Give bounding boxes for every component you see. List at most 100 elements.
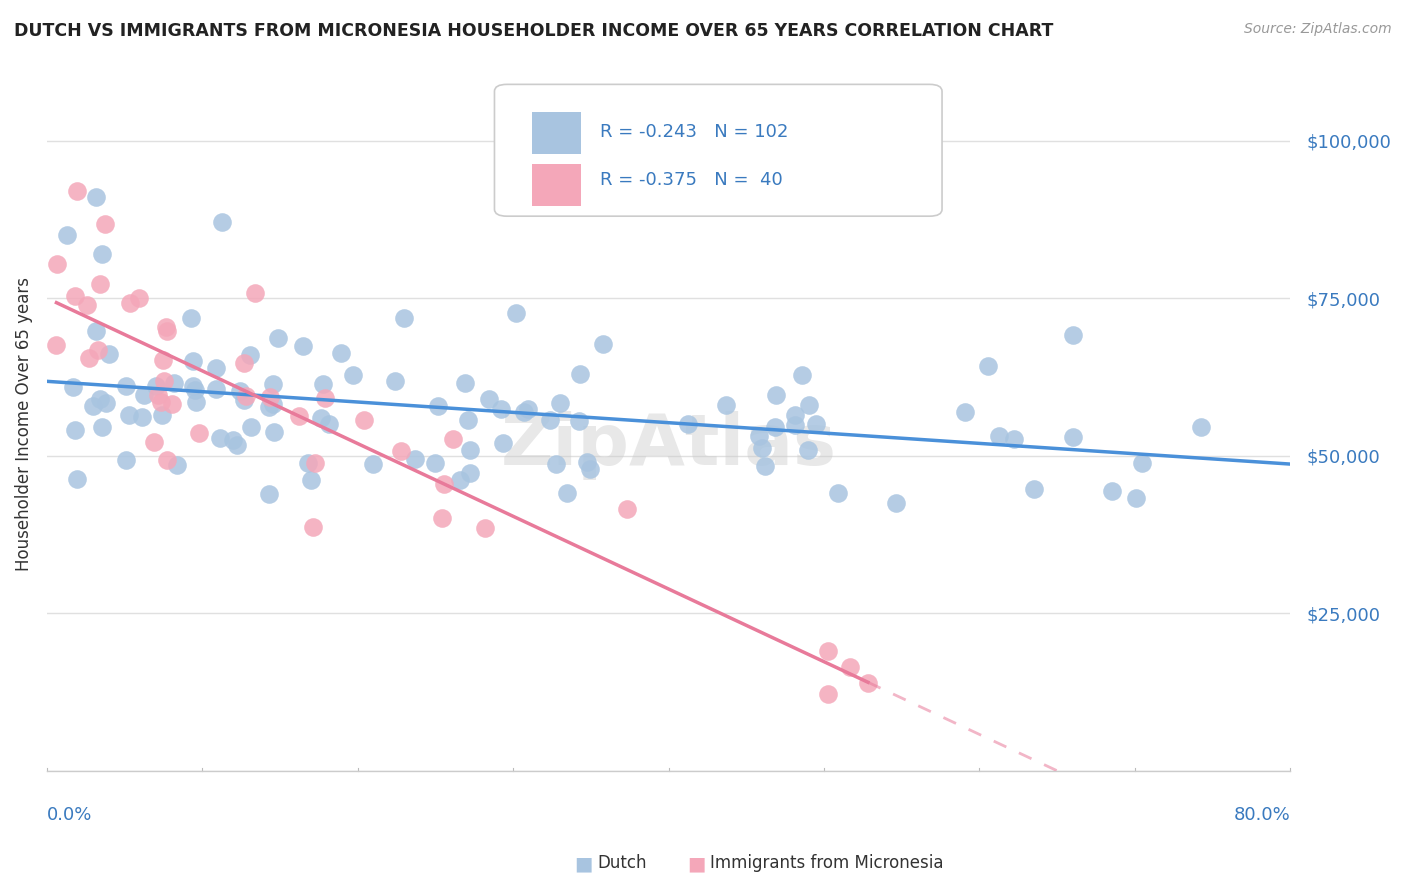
Point [183, 384, 205, 398]
Point [765, 387, 787, 401]
Point [342, 368, 364, 383]
Point [592, 337, 614, 351]
Point [148, 388, 170, 402]
Point [181, 354, 204, 368]
Point [1022, 482, 1045, 496]
Text: 80.0%: 80.0% [1233, 805, 1291, 824]
Point [46, 257, 69, 271]
Point [131, 410, 153, 425]
Point [166, 458, 188, 473]
Point [115, 453, 138, 467]
Point [790, 368, 813, 382]
Point [856, 676, 879, 690]
Y-axis label: Householder Income Over 65 years: Householder Income Over 65 years [15, 277, 32, 571]
Point [204, 361, 226, 376]
Text: Immigrants from Micronesia: Immigrants from Micronesia [710, 855, 943, 872]
Point [128, 291, 150, 305]
Point [1125, 491, 1147, 506]
Point [474, 521, 496, 535]
Point [77, 351, 100, 365]
Bar [531, 164, 582, 206]
Point [152, 353, 174, 368]
Point [441, 432, 464, 446]
Point [751, 441, 773, 455]
Point [513, 405, 536, 419]
Point [578, 462, 600, 476]
Point [389, 444, 412, 458]
Text: ■: ■ [574, 854, 593, 873]
Point [94, 396, 117, 410]
Point [799, 398, 821, 412]
Point [714, 398, 737, 412]
Text: Dutch: Dutch [598, 855, 647, 872]
Point [82, 399, 104, 413]
Point [309, 411, 332, 425]
Point [489, 401, 512, 416]
Point [208, 431, 231, 445]
Point [569, 367, 592, 381]
Point [955, 405, 977, 419]
Point [211, 215, 233, 229]
Point [97, 347, 120, 361]
Point [353, 413, 375, 427]
Point [817, 688, 839, 702]
Point [1130, 456, 1153, 470]
Point [76, 298, 98, 312]
Point [259, 390, 281, 404]
Point [114, 379, 136, 393]
Point [329, 346, 352, 360]
Point [93, 217, 115, 231]
Text: 0.0%: 0.0% [46, 805, 93, 824]
Point [225, 438, 247, 452]
Point [229, 384, 252, 399]
Point [301, 473, 323, 487]
Point [550, 396, 572, 410]
Point [884, 496, 907, 510]
Point [785, 409, 807, 423]
Text: R = -0.243   N = 102: R = -0.243 N = 102 [600, 122, 789, 141]
Point [304, 456, 326, 470]
Point [180, 311, 202, 326]
Point [538, 413, 561, 427]
Point [87, 343, 110, 357]
Point [492, 435, 515, 450]
Text: ZipAtlas: ZipAtlas [501, 410, 837, 480]
Point [301, 520, 323, 534]
Point [363, 457, 385, 471]
Point [505, 305, 527, 319]
Point [184, 394, 207, 409]
Point [263, 425, 285, 439]
Point [423, 456, 446, 470]
Point [233, 356, 256, 370]
Point [65, 472, 87, 486]
Point [262, 376, 284, 391]
Point [555, 486, 578, 500]
FancyBboxPatch shape [495, 85, 942, 216]
Point [977, 359, 1000, 374]
Point [427, 399, 450, 413]
Point [457, 413, 479, 427]
Point [796, 442, 818, 457]
Point [259, 487, 281, 501]
Point [145, 379, 167, 393]
Point [89, 277, 111, 291]
Point [156, 453, 179, 467]
Point [517, 401, 540, 416]
Point [91, 247, 114, 261]
Point [432, 510, 454, 524]
Point [86, 324, 108, 338]
Point [312, 376, 335, 391]
Point [163, 376, 186, 390]
Point [404, 451, 426, 466]
Point [160, 397, 183, 411]
Point [817, 644, 839, 658]
Point [66, 184, 89, 198]
Point [291, 339, 314, 353]
Point [288, 409, 311, 423]
Point [827, 486, 849, 500]
Point [153, 374, 176, 388]
Point [318, 417, 340, 431]
Point [454, 376, 477, 391]
Point [181, 379, 204, 393]
Point [150, 395, 173, 409]
